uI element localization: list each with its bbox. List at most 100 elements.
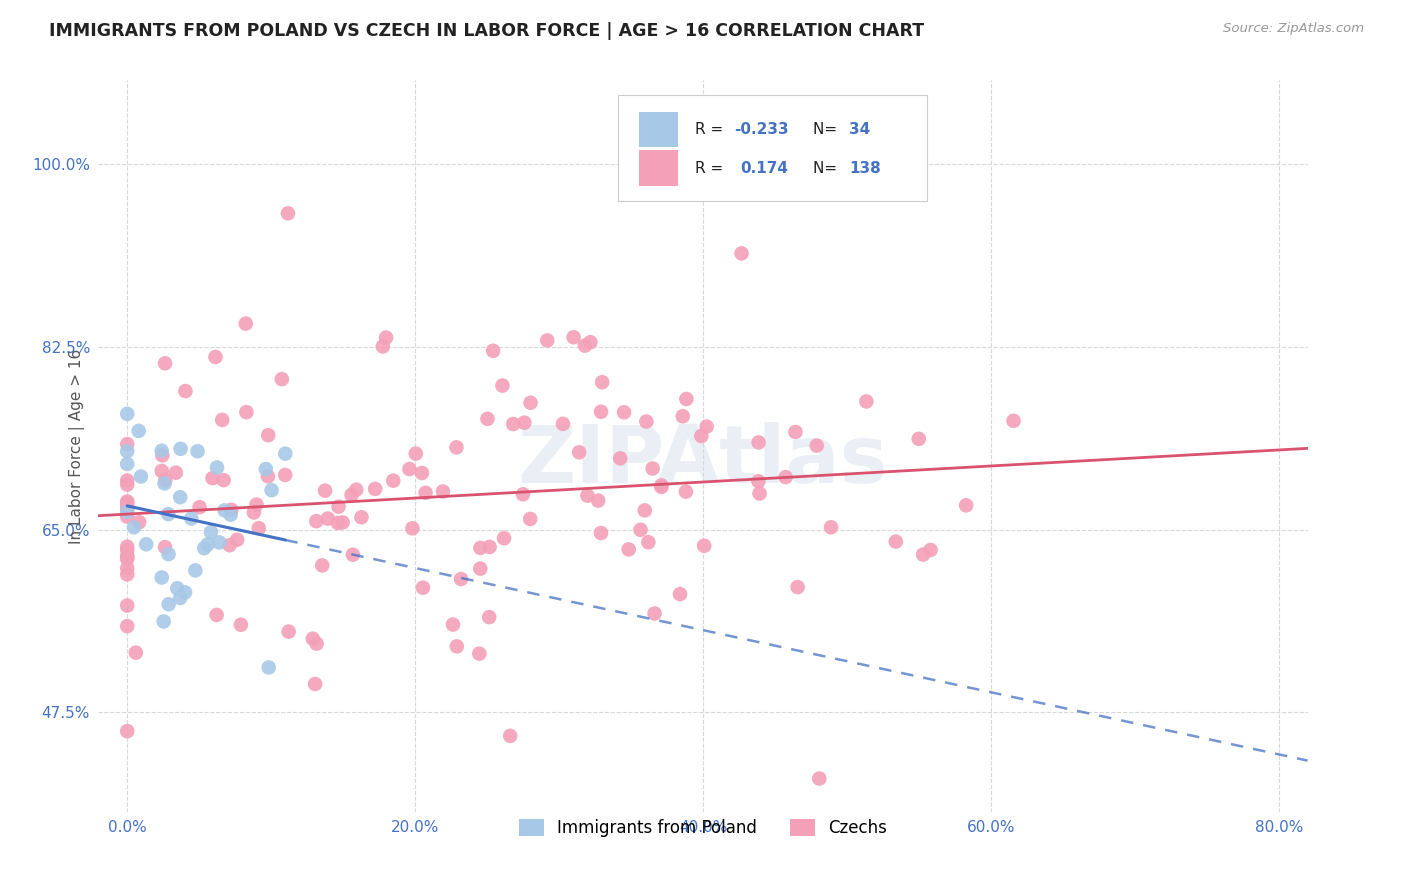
Point xyxy=(806,439,828,453)
Point xyxy=(415,486,437,500)
Point xyxy=(214,503,236,517)
Point xyxy=(574,339,596,353)
Point xyxy=(672,409,695,424)
Point xyxy=(245,498,267,512)
Point xyxy=(115,540,138,554)
Point xyxy=(128,424,150,438)
Point xyxy=(153,476,176,491)
Point xyxy=(411,466,433,480)
Text: 34: 34 xyxy=(849,122,870,136)
Point xyxy=(470,561,492,575)
Point xyxy=(478,610,501,624)
Text: -0.233: -0.233 xyxy=(734,122,789,136)
Point xyxy=(551,417,574,431)
Point xyxy=(169,591,191,605)
Point xyxy=(150,443,173,458)
Point xyxy=(630,523,652,537)
Point xyxy=(586,493,609,508)
Point xyxy=(193,541,215,556)
Point xyxy=(169,442,191,456)
Y-axis label: In Labor Force | Age > 16: In Labor Force | Age > 16 xyxy=(69,349,84,543)
Point xyxy=(115,502,138,516)
Point xyxy=(152,448,174,462)
Point xyxy=(153,540,176,554)
Point xyxy=(115,444,138,458)
Point xyxy=(478,540,501,554)
Text: 138: 138 xyxy=(849,161,882,176)
Point xyxy=(125,646,148,660)
Point xyxy=(1002,414,1025,428)
Point xyxy=(128,515,150,529)
Point xyxy=(247,521,270,535)
Point xyxy=(211,413,233,427)
Point xyxy=(115,724,138,739)
Point xyxy=(205,460,228,475)
Point xyxy=(115,549,138,564)
Point xyxy=(115,494,138,508)
Point xyxy=(591,375,613,389)
Point xyxy=(277,206,299,220)
Point xyxy=(808,772,831,786)
Point xyxy=(165,466,187,480)
Point xyxy=(696,419,718,434)
Point xyxy=(955,499,977,513)
Point xyxy=(669,587,692,601)
Point xyxy=(115,619,138,633)
Point xyxy=(235,317,257,331)
Point xyxy=(730,246,752,260)
Point xyxy=(576,489,599,503)
Point xyxy=(115,599,138,613)
Point xyxy=(304,677,326,691)
Text: R =: R = xyxy=(695,122,728,136)
Point xyxy=(446,440,468,454)
Point xyxy=(115,474,138,488)
Point xyxy=(579,335,602,350)
Point xyxy=(634,503,657,517)
Point xyxy=(115,407,138,421)
Point xyxy=(221,502,243,516)
Point xyxy=(748,486,770,500)
Point xyxy=(502,417,524,431)
Point xyxy=(405,446,427,460)
Point xyxy=(115,561,138,575)
Point xyxy=(690,429,713,443)
Point xyxy=(153,356,176,370)
Point xyxy=(155,473,177,487)
Point xyxy=(305,637,328,651)
Point xyxy=(115,457,138,471)
Point xyxy=(226,533,249,547)
Point xyxy=(412,581,434,595)
Point xyxy=(274,467,297,482)
Point xyxy=(693,539,716,553)
Point xyxy=(150,570,173,584)
Point xyxy=(617,542,640,557)
Point xyxy=(205,607,228,622)
Point xyxy=(332,516,354,530)
Point xyxy=(157,547,180,561)
Point xyxy=(519,512,541,526)
Point xyxy=(519,395,541,409)
Point xyxy=(446,640,468,654)
Point xyxy=(747,475,769,489)
Point xyxy=(157,597,180,611)
Point xyxy=(675,392,697,406)
Point xyxy=(477,412,499,426)
Text: ZIPAtlas: ZIPAtlas xyxy=(517,422,889,500)
Point xyxy=(589,405,612,419)
Text: R =: R = xyxy=(695,161,733,176)
Point xyxy=(115,437,138,451)
Point xyxy=(344,483,367,497)
Point xyxy=(491,378,513,392)
Point xyxy=(342,548,364,562)
Point xyxy=(326,516,349,530)
Point xyxy=(115,509,138,524)
Point xyxy=(115,552,138,566)
Point xyxy=(482,343,505,358)
Point xyxy=(201,471,224,485)
Point xyxy=(188,500,211,515)
Point xyxy=(150,464,173,478)
Point xyxy=(786,580,808,594)
Point xyxy=(609,451,631,466)
Point xyxy=(115,549,138,564)
Point xyxy=(340,488,363,502)
